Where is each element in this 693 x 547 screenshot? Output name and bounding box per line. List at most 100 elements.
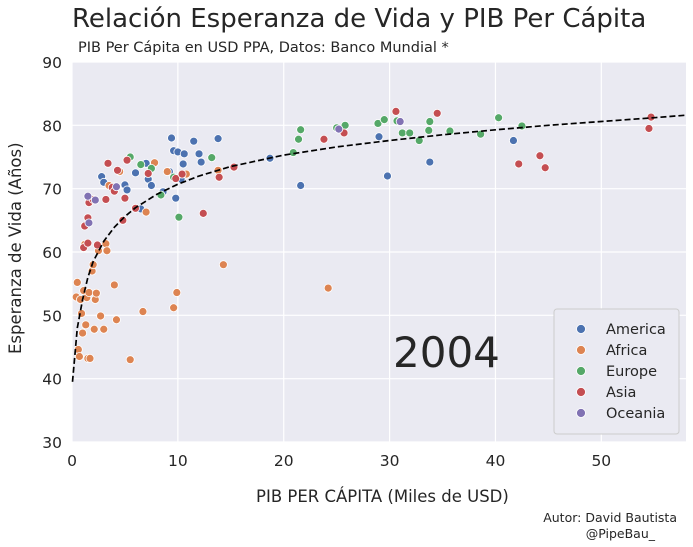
point-oceania — [334, 124, 344, 134]
chart-subtitle: PIB Per Cápita en USD PPA, Datos: Banco … — [78, 40, 449, 56]
point-asia — [83, 238, 93, 248]
x-tick-label: 50 — [591, 452, 611, 470]
point-europe — [373, 119, 383, 128]
point-europe — [397, 128, 407, 138]
point-oceania — [84, 218, 94, 228]
legend-marker-asia — [576, 387, 586, 397]
point-america — [171, 193, 181, 203]
point-europe — [207, 153, 217, 163]
point-asia — [103, 158, 113, 168]
point-africa — [141, 207, 151, 217]
x-axis-ticks: 0 10 20 30 40 50 — [67, 452, 611, 470]
point-europe — [136, 160, 146, 170]
point-europe — [296, 125, 306, 135]
x-tick-label: 0 — [67, 452, 77, 470]
legend-marker-africa — [576, 345, 586, 355]
grid-lines — [71, 61, 686, 443]
point-asia — [143, 169, 153, 178]
point-america — [196, 157, 206, 167]
point-asia — [198, 208, 208, 218]
point-america — [213, 134, 223, 144]
point-america — [383, 171, 392, 181]
point-america — [178, 159, 188, 169]
y-tick-label: 90 — [42, 54, 62, 72]
point-africa — [102, 246, 112, 256]
point-oceania — [90, 195, 100, 205]
point-africa — [162, 167, 172, 176]
point-africa — [169, 303, 179, 313]
point-america — [122, 185, 132, 195]
point-africa — [81, 320, 91, 330]
y-axis-ticks: 30 40 50 60 70 80 90 — [42, 54, 62, 452]
point-asia — [118, 215, 128, 225]
data-points — [71, 107, 656, 365]
point-africa — [323, 283, 333, 293]
point-africa — [125, 355, 135, 365]
point-europe — [379, 115, 389, 125]
legend-label-oceania: Oceania — [606, 406, 665, 422]
point-america — [146, 181, 156, 190]
y-tick-label: 70 — [42, 181, 62, 199]
point-asia — [120, 193, 130, 203]
y-tick-label: 80 — [42, 117, 62, 135]
point-africa — [112, 315, 121, 325]
point-asia — [177, 169, 187, 179]
point-africa — [72, 277, 82, 287]
point-america — [194, 149, 204, 159]
x-tick-label: 20 — [274, 452, 294, 470]
point-africa — [89, 324, 99, 334]
point-america — [179, 149, 189, 159]
legend-marker-america — [576, 324, 586, 334]
legend-marker-oceania — [576, 408, 586, 418]
author-handle: @PipeBau_ — [585, 526, 655, 541]
point-oceania — [395, 117, 405, 126]
point-africa — [91, 288, 101, 298]
point-asia — [171, 174, 181, 183]
point-asia — [214, 172, 224, 182]
point-asia — [391, 107, 401, 116]
point-asia — [319, 134, 329, 144]
point-america — [167, 133, 176, 143]
point-america — [374, 132, 384, 142]
x-tick-label: 10 — [168, 452, 188, 470]
legend-marker-europe — [576, 366, 586, 376]
trend-line — [71, 114, 687, 382]
point-america — [425, 157, 435, 167]
point-europe — [517, 121, 527, 131]
point-europe — [294, 134, 303, 144]
point-asia — [122, 155, 132, 165]
legend-label-america: America — [606, 322, 666, 338]
point-africa — [84, 288, 94, 297]
point-europe — [174, 212, 184, 222]
point-africa — [218, 260, 228, 270]
y-tick-label: 30 — [42, 434, 62, 452]
x-tick-label: 30 — [380, 452, 400, 470]
y-tick-label: 40 — [42, 371, 62, 389]
point-africa — [75, 352, 84, 361]
point-asia — [540, 163, 550, 173]
point-asia — [514, 159, 524, 169]
legend-label-asia: Asia — [606, 385, 636, 401]
point-africa — [78, 328, 87, 338]
point-europe — [424, 125, 434, 135]
point-europe — [445, 126, 455, 136]
point-africa — [99, 324, 109, 334]
author-credit: Autor: David Bautista — [543, 510, 677, 525]
point-africa — [172, 288, 182, 297]
point-oceania — [112, 182, 121, 192]
legend-label-europe: Europe — [606, 364, 657, 380]
point-europe — [494, 113, 504, 123]
point-africa — [96, 311, 105, 321]
point-america — [131, 168, 140, 178]
point-america — [509, 136, 518, 145]
y-axis-label: Esperanza de Vida (Años) — [6, 142, 25, 354]
point-oceania — [83, 191, 93, 201]
x-tick-label: 40 — [486, 452, 506, 470]
point-africa — [88, 260, 98, 270]
point-europe — [425, 117, 435, 126]
chart-title: Relación Esperanza de Vida y PIB Per Cáp… — [72, 4, 647, 34]
point-america — [296, 181, 306, 190]
y-tick-label: 60 — [42, 244, 62, 262]
point-asia — [113, 165, 122, 175]
